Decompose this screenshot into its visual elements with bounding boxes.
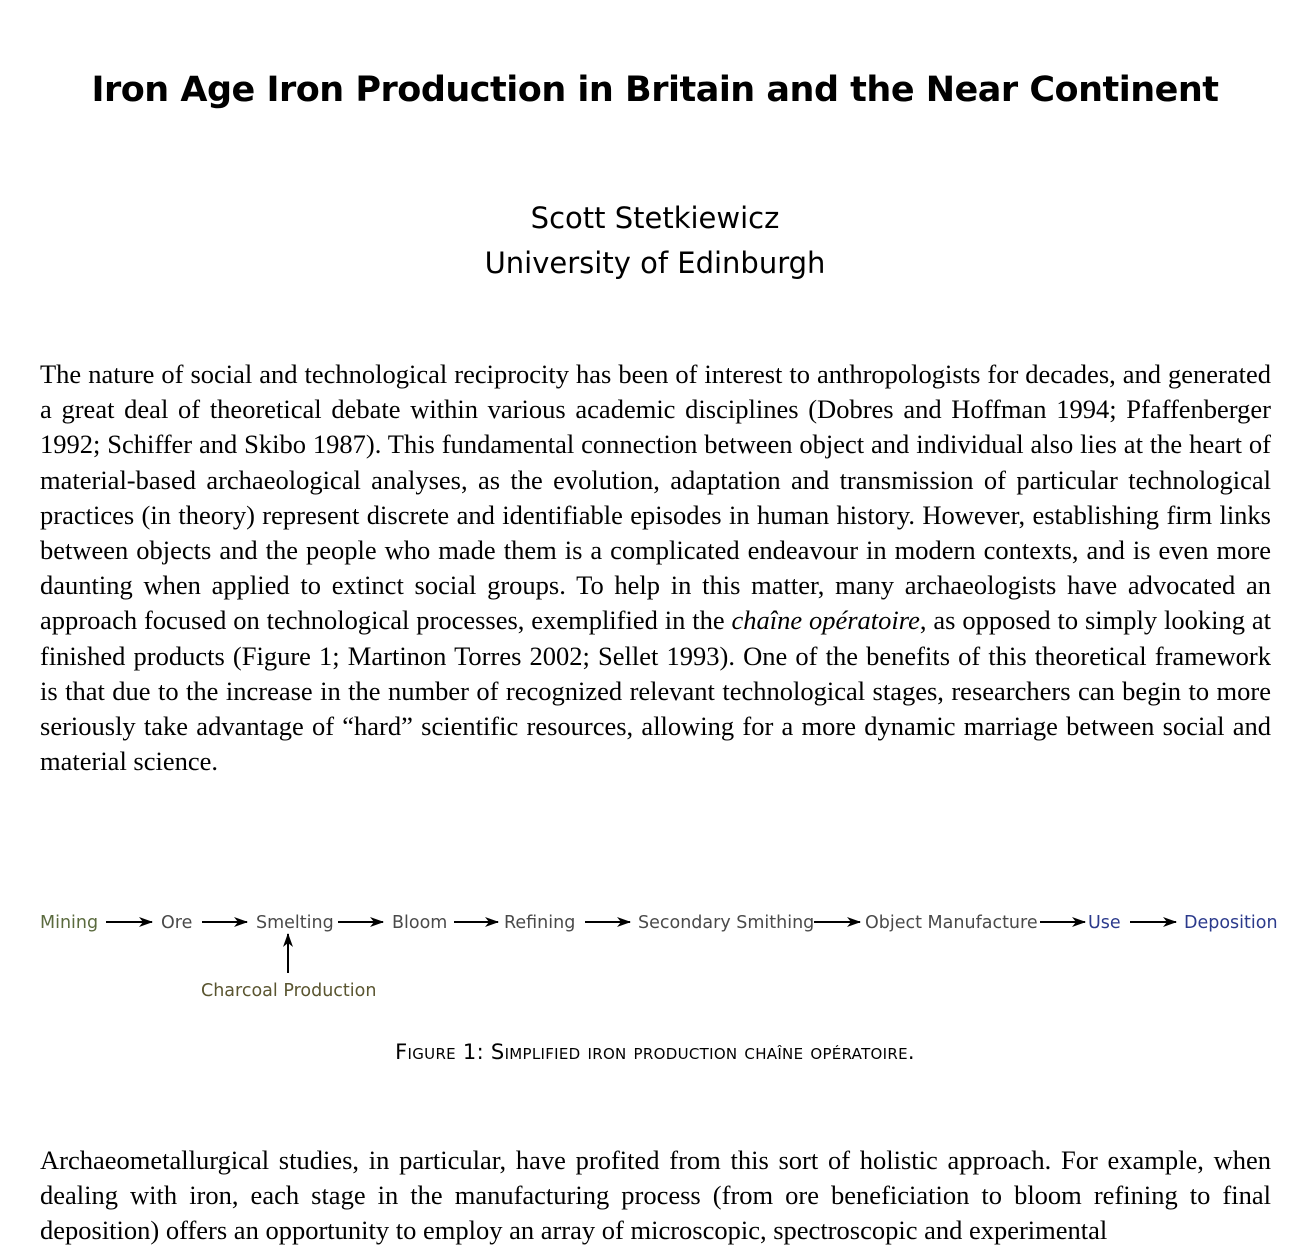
author-block: Scott Stetkiewicz University of Edinburg… <box>0 196 1310 286</box>
stage-deposition: Deposition <box>1184 913 1278 933</box>
intro-paragraph: The nature of social and technological r… <box>40 357 1271 779</box>
stage-smelting: Smelting <box>256 913 334 933</box>
stage-use: Use <box>1088 913 1121 933</box>
stage-secondary-smithing: Secondary Smithing <box>638 913 814 933</box>
intro-text-part2: , as opposed to simply looking at finish… <box>40 605 1271 777</box>
body-paragraph: Archaeometallurgical studies, in particu… <box>40 1145 1271 1246</box>
author-affiliation: University of Edinburgh <box>484 246 826 280</box>
stage-ore: Ore <box>161 913 192 933</box>
stage-object-manufacture: Object Manufacture <box>865 913 1038 933</box>
stage-bloom: Bloom <box>392 913 447 933</box>
stage-mining: Mining <box>40 913 98 933</box>
figure-caption: Figure 1: Simplified iron production cha… <box>395 1040 915 1064</box>
author-name: Scott Stetkiewicz <box>530 201 780 235</box>
stage-refining: Refining <box>504 913 575 933</box>
process-flow-figure: Mining Ore Smelting Bloom Refining Secon… <box>0 900 1310 1010</box>
input-charcoal-production: Charcoal Production <box>201 981 376 1001</box>
intro-text-part1: The nature of social and technological r… <box>40 359 1271 636</box>
intro-italic-term: chaîne opératoire <box>731 605 920 636</box>
paper-title: Iron Age Iron Production in Britain and … <box>91 70 1219 110</box>
